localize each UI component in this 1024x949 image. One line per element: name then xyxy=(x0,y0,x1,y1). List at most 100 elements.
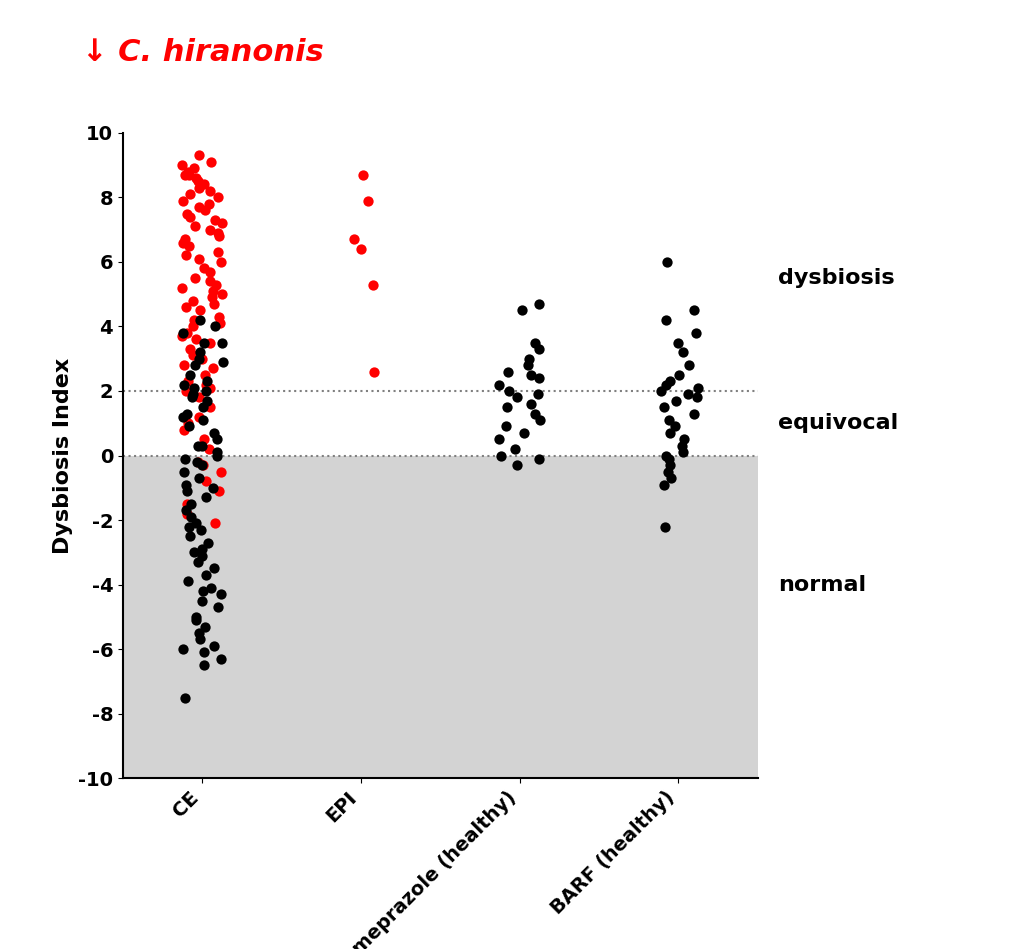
Point xyxy=(184,386,201,401)
Point xyxy=(213,254,229,270)
Point xyxy=(179,496,196,512)
Point xyxy=(181,529,198,544)
Point xyxy=(194,438,210,454)
Point xyxy=(519,358,536,373)
Point xyxy=(180,416,197,431)
Point xyxy=(191,344,208,360)
Point xyxy=(191,471,208,486)
Point xyxy=(689,390,706,405)
Point xyxy=(662,457,678,473)
Point xyxy=(211,483,227,498)
Point xyxy=(179,406,196,421)
Point xyxy=(206,639,222,654)
Point xyxy=(183,390,200,405)
Point xyxy=(176,464,193,479)
Point xyxy=(210,245,226,260)
Point xyxy=(657,448,674,463)
Point xyxy=(188,612,205,627)
Point xyxy=(214,287,230,302)
Point xyxy=(190,390,207,405)
Point xyxy=(366,364,382,380)
Point xyxy=(187,515,204,530)
Point xyxy=(520,351,537,366)
Point xyxy=(174,409,190,424)
Point xyxy=(209,432,225,447)
Point xyxy=(670,335,686,350)
Point xyxy=(201,196,217,212)
Point xyxy=(196,400,212,415)
Point xyxy=(187,332,204,347)
Point xyxy=(198,377,214,392)
Point xyxy=(680,386,696,401)
Point xyxy=(662,425,678,440)
Point xyxy=(676,432,692,447)
Point xyxy=(526,406,543,421)
Point xyxy=(689,381,706,396)
Point xyxy=(196,658,212,673)
Point xyxy=(175,642,191,657)
Point xyxy=(185,293,202,308)
Point xyxy=(674,438,690,454)
Point xyxy=(174,193,190,208)
Point xyxy=(502,383,518,399)
Point xyxy=(202,400,218,415)
Point xyxy=(685,303,701,318)
Point xyxy=(196,432,212,447)
Point xyxy=(191,632,208,647)
Point xyxy=(186,219,203,234)
Point xyxy=(174,326,190,341)
Point xyxy=(198,568,214,583)
Point xyxy=(205,480,221,495)
Point xyxy=(177,451,194,466)
Point xyxy=(207,213,223,228)
Point xyxy=(179,326,196,341)
Point xyxy=(181,209,198,224)
Point xyxy=(492,377,508,392)
Point xyxy=(500,364,516,380)
Point xyxy=(185,319,202,334)
Point xyxy=(186,160,203,176)
Point xyxy=(509,390,525,405)
Point xyxy=(656,400,673,415)
Bar xyxy=(123,456,758,778)
Point xyxy=(210,229,226,244)
Point xyxy=(182,342,199,357)
Point xyxy=(196,644,212,660)
Point xyxy=(498,419,514,434)
Point xyxy=(530,296,547,311)
Point xyxy=(214,354,230,369)
Point xyxy=(213,586,229,602)
Point xyxy=(366,277,382,292)
Point xyxy=(656,519,673,534)
Y-axis label: Dysbiosis Index: Dysbiosis Index xyxy=(52,358,73,553)
Point xyxy=(195,593,211,608)
Point xyxy=(212,464,228,479)
Point xyxy=(359,193,376,208)
Point xyxy=(198,474,214,489)
Point xyxy=(675,445,691,460)
Point xyxy=(179,374,196,389)
Point xyxy=(185,312,202,327)
Point xyxy=(660,464,677,479)
Point xyxy=(199,393,215,408)
Point xyxy=(179,506,196,521)
Point xyxy=(206,561,222,576)
Point xyxy=(202,222,218,237)
Point xyxy=(211,309,227,325)
Point xyxy=(178,483,195,498)
Point xyxy=(191,625,208,641)
Point xyxy=(189,554,206,569)
Point xyxy=(507,441,523,456)
Point xyxy=(186,270,203,286)
Point xyxy=(199,374,215,389)
Point xyxy=(174,280,190,295)
Point xyxy=(194,542,210,557)
Point xyxy=(181,167,198,182)
Point xyxy=(207,319,223,334)
Point xyxy=(653,383,670,399)
Point xyxy=(203,580,219,595)
Point xyxy=(197,203,213,218)
Point xyxy=(191,312,208,327)
Point xyxy=(515,425,531,440)
Point xyxy=(181,419,198,434)
